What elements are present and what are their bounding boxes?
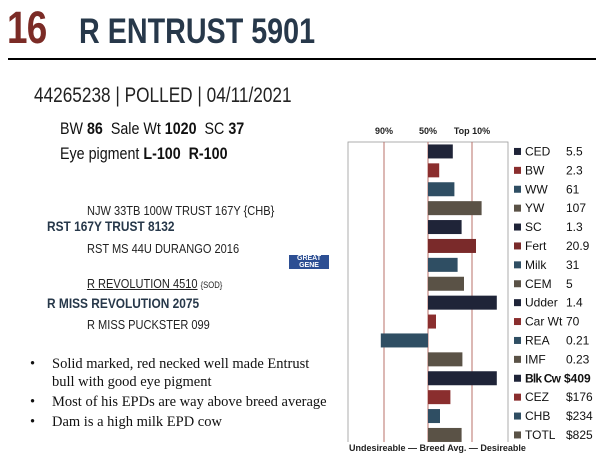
epd-bar: [428, 295, 497, 310]
logo-line: GREAT: [297, 255, 321, 262]
stat-value: 37: [228, 119, 245, 138]
legend-swatch: [514, 374, 521, 382]
trait-value: 5: [566, 277, 573, 291]
trait-label: SC: [525, 220, 542, 234]
trait-value: 107: [566, 201, 586, 215]
animal-name: R ENTRUST 5901: [79, 12, 316, 51]
epd-bar: [428, 352, 463, 367]
trait-value: 0.21: [566, 333, 590, 347]
epd-bar: [428, 314, 436, 329]
legend-swatch: [514, 242, 521, 250]
trait-label: TOTL: [525, 428, 556, 442]
lot-number: 16: [7, 2, 47, 53]
stat-label: BW: [60, 119, 84, 138]
pedigree-sire-sire: NJW 33TB 100W TRUST 167Y {CHB}: [87, 203, 275, 218]
epd-bar: [428, 144, 453, 159]
pedigree-dam: R MISS REVOLUTION 2075: [47, 295, 200, 311]
legend-swatch: [514, 204, 521, 212]
pedigree-sire-dam: RST MS 44U DURANGO 2016: [87, 241, 240, 256]
epd-bar: [428, 390, 451, 405]
logo-line: GENE: [299, 262, 319, 269]
legend-swatch: [514, 280, 521, 288]
trait-value: 61: [566, 182, 580, 196]
pedigree-sire: RST 167Y TRUST 8132: [47, 218, 175, 234]
trait-value: 1.3: [566, 220, 583, 234]
legend-swatch: [514, 412, 521, 420]
top-label: 90%: [375, 126, 393, 136]
trait-value: 1.4: [566, 296, 583, 310]
eye-pigment: Eye pigment L-100 R-100: [60, 144, 228, 164]
legend-swatch: [514, 261, 521, 269]
note-item: Most of his EPDs are way above breed ave…: [30, 393, 330, 411]
trait-label: REA: [525, 333, 550, 347]
registration-line: 44265238 | POLLED | 04/11/2021: [34, 84, 292, 107]
trait-label: CED: [525, 144, 551, 158]
trait-label: Fert: [525, 239, 547, 253]
trait-value: $176: [566, 390, 593, 404]
trait-value: $234: [566, 409, 593, 423]
top-label: Top 10%: [454, 126, 490, 136]
legend-swatch: [514, 355, 521, 363]
notes-list: Solid marked, red necked well made Entru…: [30, 355, 330, 433]
epd-bar: [428, 371, 497, 386]
epd-bar: [428, 238, 476, 253]
chart-footer: Undesireable — Breed Avg. — Desireable: [349, 443, 526, 453]
legend-swatch: [514, 147, 521, 155]
trait-label: CEZ: [525, 390, 549, 404]
trait-label: YW: [525, 201, 545, 215]
epd-chart: 90% 50% Top 10% CED 5.5 BW 2.3 WW 61 YW 107 SC 1.3 Fe…: [347, 126, 593, 442]
epd-bar: [380, 333, 428, 348]
trait-value: 5.5: [566, 144, 583, 158]
trait-label: BW: [525, 163, 545, 177]
legend-swatch: [514, 166, 521, 174]
legend-swatch: [514, 185, 521, 193]
stat-label: SC: [204, 119, 225, 138]
pedigree-dam-dam: R MISS PUCKSTER 099: [87, 317, 210, 332]
header-divider: [8, 58, 596, 60]
pedigree-dam-sire-row: R REVOLUTION 4510 {SOD}: [87, 276, 222, 291]
trait-value: $409: [564, 371, 591, 385]
trait-label: WW: [525, 182, 548, 196]
eye-pigment-left: L-100: [143, 144, 181, 163]
trait-value: 31: [566, 258, 580, 272]
trait-value: 0.23: [566, 352, 590, 366]
epd-bar: [428, 163, 440, 178]
trait-label: CHB: [525, 409, 550, 423]
trait-label: CEM: [525, 277, 552, 291]
note-item: Dam is a high milk EPD cow: [30, 413, 330, 431]
top-label: 50%: [419, 126, 437, 136]
trait-value: 2.3: [566, 163, 583, 177]
eye-pigment-right: R-100: [188, 144, 228, 163]
epd-bar: [428, 257, 458, 272]
trait-label: Blk Cw: [525, 371, 562, 385]
legend-swatch: [514, 299, 521, 307]
stat-value: 86: [86, 119, 103, 138]
trait-value: $825: [566, 428, 593, 442]
pedigree-dam-sire: R REVOLUTION 4510: [87, 276, 198, 291]
legend-swatch: [514, 431, 521, 439]
epd-bar: [428, 220, 462, 235]
epd-bar: [428, 201, 482, 216]
legend-swatch: [514, 336, 521, 344]
epd-bar: [428, 409, 440, 424]
trait-label: IMF: [525, 352, 546, 366]
legend-swatch: [514, 223, 521, 231]
trait-label: Udder: [525, 296, 558, 310]
trait-value: 70: [566, 315, 580, 329]
trait-value: 20.9: [566, 239, 590, 253]
stat-label: Sale Wt: [110, 119, 161, 138]
note-item: Solid marked, red necked well made Entru…: [30, 355, 330, 391]
epd-bar: [428, 182, 455, 197]
program-logo: GREAT GENE: [289, 255, 329, 269]
weight-stats: BW 86 Sale Wt 1020 SC 37: [60, 119, 244, 139]
trait-label: Milk: [525, 258, 547, 272]
eye-pigment-label: Eye pigment: [60, 144, 140, 163]
epd-bar: [428, 427, 462, 442]
pedigree-dam-sire-tag: {SOD}: [200, 280, 223, 290]
trait-label: Car Wt: [525, 315, 563, 329]
legend-swatch: [514, 318, 521, 326]
legend-swatch: [514, 393, 521, 401]
epd-bar: [428, 276, 464, 291]
stat-value: 1020: [164, 119, 197, 138]
